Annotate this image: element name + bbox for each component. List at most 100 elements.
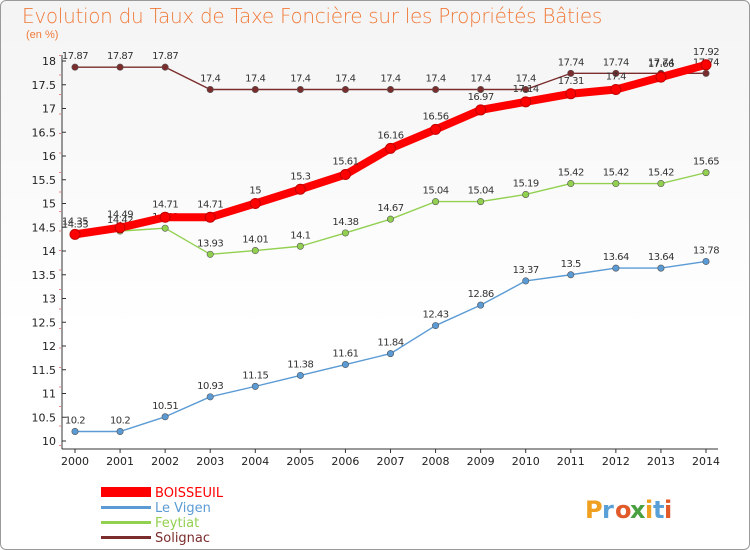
data-point xyxy=(386,86,394,94)
data-point xyxy=(567,69,575,77)
data-label: 17.74 xyxy=(558,57,584,68)
data-label: 17.74 xyxy=(603,57,629,68)
data-point xyxy=(477,86,485,94)
y-axis-unit: (en %) xyxy=(26,29,59,41)
data-point xyxy=(161,224,169,232)
x-tick-label: 2013 xyxy=(647,455,675,468)
data-point xyxy=(385,142,396,154)
data-point xyxy=(341,361,349,369)
chart-title: Evolution du Taux de Taxe Foncière sur l… xyxy=(22,4,602,28)
data-point xyxy=(702,169,710,177)
data-point xyxy=(522,86,530,94)
data-point xyxy=(251,382,259,390)
logo-letter: t xyxy=(653,496,664,524)
data-label: 17.92 xyxy=(693,47,719,58)
data-label: 17.4 xyxy=(245,74,265,85)
x-tick-label: 2004 xyxy=(241,455,269,468)
data-point xyxy=(655,71,667,83)
y-tick-label: 10.5 xyxy=(32,411,57,424)
data-label: 14.01 xyxy=(242,235,268,246)
data-label: 14.67 xyxy=(377,203,403,214)
data-point xyxy=(567,271,575,279)
data-label: 10.51 xyxy=(152,401,178,412)
x-tick-label: 2012 xyxy=(602,455,630,468)
x-tick-label: 2003 xyxy=(196,455,224,468)
data-label: 11.84 xyxy=(377,338,403,349)
data-point xyxy=(567,180,575,188)
data-point xyxy=(386,350,394,358)
data-point xyxy=(432,322,440,330)
logo-letter: P xyxy=(585,496,603,524)
data-label: 13.93 xyxy=(197,238,223,249)
data-point xyxy=(249,198,261,209)
data-label: 15.19 xyxy=(513,178,539,189)
y-tick-label: 10 xyxy=(42,435,56,448)
x-tick-label: 2010 xyxy=(512,455,540,468)
data-point xyxy=(475,104,487,116)
data-point xyxy=(612,264,620,272)
data-label: 17.4 xyxy=(380,74,400,85)
data-label: 11.61 xyxy=(332,349,358,360)
data-point xyxy=(206,250,214,258)
data-point xyxy=(657,180,665,188)
data-point xyxy=(565,88,577,100)
data-label: 17.87 xyxy=(62,51,88,62)
x-tick-label: 2014 xyxy=(692,455,720,468)
x-tick-label: 2001 xyxy=(106,455,134,468)
data-label: 13.64 xyxy=(603,252,629,263)
data-label: 12.86 xyxy=(468,289,494,300)
data-point xyxy=(612,180,620,188)
data-point xyxy=(251,247,259,255)
axes: 10 10.5 11 11.5 12 12.5 13 13.5 14 14.5 15 15.5 16 16… xyxy=(32,55,720,468)
data-label: 10.2 xyxy=(110,416,130,427)
data-point xyxy=(251,86,259,94)
data-label: 11.15 xyxy=(242,370,268,381)
logo-letter: r xyxy=(602,496,614,524)
data-point xyxy=(657,264,665,272)
logo-letter: i xyxy=(645,496,653,524)
data-point xyxy=(477,301,485,309)
data-point xyxy=(477,198,485,206)
data-point xyxy=(204,211,216,223)
series-le-vigen: 10.2 10.2 10.51 10.93 11.15 11.38 11.61 11.84 12… xyxy=(65,245,720,435)
data-point xyxy=(612,69,620,77)
data-label: 15.42 xyxy=(558,168,584,179)
data-label: 12.43 xyxy=(423,310,449,321)
data-point xyxy=(71,427,79,435)
x-tick-label: 2006 xyxy=(331,455,359,468)
y-tick-label: 13 xyxy=(42,293,56,306)
data-label: 14.49 xyxy=(107,210,133,221)
data-point xyxy=(116,427,124,435)
data-point xyxy=(296,86,304,94)
legend-item-feytiat: Feytiat xyxy=(101,516,199,531)
data-point xyxy=(161,413,169,421)
data-label: 17.4 xyxy=(335,74,355,85)
legend-label: BOISSEUIL xyxy=(155,486,224,501)
data-label: 13.5 xyxy=(561,259,581,270)
y-tick-label: 16.5 xyxy=(32,126,57,139)
data-label: 17.14 xyxy=(513,84,539,95)
data-label: 14.38 xyxy=(332,217,358,228)
data-label: 14.35 xyxy=(62,216,88,227)
y-tick-label: 17.5 xyxy=(32,79,57,92)
x-tick-label: 2008 xyxy=(422,455,450,468)
data-point xyxy=(341,86,349,94)
data-point xyxy=(294,183,306,195)
data-label: 15 xyxy=(249,186,261,197)
data-label: 15.65 xyxy=(693,157,719,168)
data-point xyxy=(296,371,304,379)
data-label: 15.61 xyxy=(332,157,358,168)
data-label: 17.4 xyxy=(516,74,536,85)
data-point xyxy=(116,63,124,71)
data-point xyxy=(206,393,214,401)
y-tick-label: 11 xyxy=(42,388,56,401)
data-point xyxy=(430,123,442,135)
data-point xyxy=(700,59,712,71)
data-point xyxy=(296,242,304,250)
data-label: 16.16 xyxy=(377,130,403,141)
data-label: 14.71 xyxy=(152,199,178,210)
